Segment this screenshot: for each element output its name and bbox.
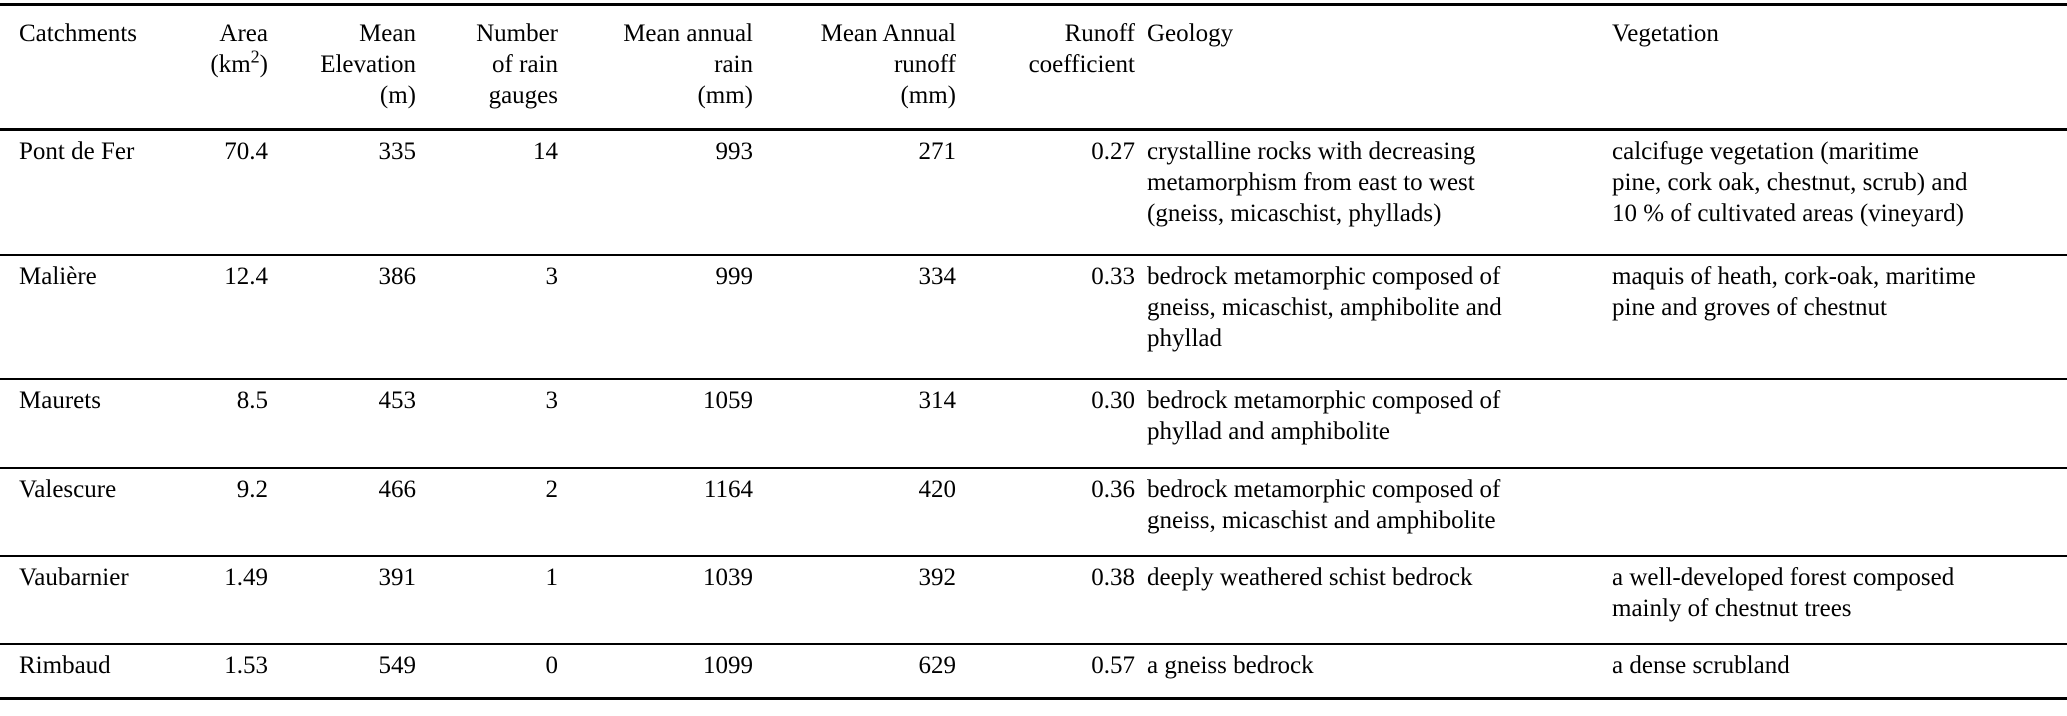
cell-area: 9.2 — [236, 475, 268, 503]
table-row: Vaubarnier 1.49 391 1 1039 392 0.38 deep… — [0, 556, 2067, 644]
cell-catchment: Maurets — [19, 386, 101, 414]
col-header-geology: Geology — [1147, 20, 1234, 47]
col-header-annual-runoff: Mean Annual runoff (mm) — [820, 20, 956, 109]
header-row: Catchments Area (km2) Mean Elevation (m)… — [0, 5, 2067, 130]
cell-annual-runoff: 420 — [918, 475, 957, 503]
cell-vegetation: a well-developed forest composed mainly … — [1612, 563, 1955, 622]
cell-catchment: Valescure — [19, 475, 117, 503]
cell-elevation: 466 — [378, 475, 417, 503]
cell-runoff-coefficient: 0.33 — [1091, 262, 1135, 290]
cell-elevation: 386 — [378, 262, 417, 290]
cell-rain-gauges: 0 — [545, 651, 559, 679]
cell-annual-rain: 1039 — [703, 563, 753, 591]
cell-rain-gauges: 14 — [533, 138, 558, 165]
cell-vegetation — [1608, 468, 2067, 556]
table-row: Pont de Fer 70.4 335 14 993 271 0.27 cry… — [0, 130, 2067, 255]
cell-annual-rain: 1164 — [703, 475, 753, 503]
cell-runoff-coefficient: 0.36 — [1091, 475, 1135, 503]
cell-annual-rain: 993 — [715, 138, 754, 165]
cell-runoff-coefficient: 0.27 — [1091, 138, 1135, 165]
cell-annual-runoff: 334 — [918, 262, 957, 290]
cell-vegetation: a dense scrubland — [1612, 651, 1790, 679]
cell-elevation: 335 — [378, 138, 417, 165]
table-row: Rimbaud 1.53 549 0 1099 629 0.57 a gneis… — [0, 644, 2067, 699]
cell-annual-rain: 1099 — [703, 651, 753, 679]
cell-elevation: 391 — [378, 563, 417, 591]
table-row: Maurets 8.5 453 3 1059 314 0.30 bedrock … — [0, 379, 2067, 468]
cell-area: 1.49 — [224, 563, 268, 591]
cell-catchment: Vaubarnier — [19, 563, 129, 591]
cell-annual-runoff: 271 — [918, 138, 957, 165]
table-row: Valescure 9.2 466 2 1164 420 0.36 bedroc… — [0, 468, 2067, 556]
cell-catchment: Malière — [19, 262, 97, 290]
cell-elevation: 453 — [378, 386, 417, 414]
catchments-table: Catchments Area (km2) Mean Elevation (m)… — [0, 3, 2067, 700]
cell-geology: deeply weathered schist bedrock — [1147, 563, 1473, 591]
cell-area: 70.4 — [224, 138, 268, 165]
cell-annual-runoff: 392 — [918, 563, 957, 591]
area-header-line2: (km2) — [210, 46, 268, 78]
cell-geology: bedrock metamorphic composed of gneiss, … — [1147, 475, 1501, 534]
cell-geology: a gneiss bedrock — [1147, 651, 1314, 679]
cell-rain-gauges: 3 — [545, 262, 559, 290]
table-row: Malière 12.4 386 3 999 334 0.33 bedrock … — [0, 255, 2067, 379]
cell-runoff-coefficient: 0.30 — [1091, 386, 1135, 414]
cell-rain-gauges: 1 — [545, 563, 559, 591]
cell-annual-runoff: 314 — [918, 386, 957, 414]
col-header-area: Area (km2) — [165, 5, 270, 130]
area-header-line1: Area — [219, 20, 268, 47]
cell-vegetation — [1608, 379, 2067, 468]
cell-runoff-coefficient: 0.38 — [1091, 563, 1135, 591]
cell-rain-gauges: 3 — [545, 386, 559, 414]
cell-area: 12.4 — [224, 262, 268, 290]
cell-runoff-coefficient: 0.57 — [1091, 651, 1135, 679]
col-header-rain-gauges: Number of rain gauges — [476, 20, 558, 109]
col-header-annual-rain: Mean annual rain (mm) — [623, 20, 753, 109]
cell-catchment: Rimbaud — [19, 651, 111, 679]
cell-geology: bedrock metamorphic composed of phyllad … — [1147, 386, 1501, 445]
cell-annual-runoff: 629 — [918, 651, 957, 679]
cell-geology: bedrock metamorphic composed of gneiss, … — [1147, 262, 1502, 352]
cell-elevation: 549 — [378, 651, 417, 679]
cell-catchment: Pont de Fer — [19, 138, 135, 165]
cell-area: 8.5 — [236, 386, 268, 414]
superscript-2: 2 — [250, 46, 260, 67]
cell-vegetation: maquis of heath, cork-oak, maritime pine… — [1612, 262, 1976, 321]
cell-area: 1.53 — [224, 651, 268, 679]
cell-annual-rain: 999 — [715, 262, 754, 290]
col-header-elevation: Mean Elevation (m) — [320, 20, 416, 109]
col-header-vegetation: Vegetation — [1612, 20, 1719, 47]
col-header-catchments: Catchments — [19, 20, 138, 47]
col-header-runoff-coefficient: Runoff coefficient — [1028, 20, 1135, 78]
cell-geology: crystalline rocks with decreasing metamo… — [1147, 138, 1476, 227]
cell-vegetation: calcifuge vegetation (maritime pine, cor… — [1612, 138, 1968, 227]
cell-annual-rain: 1059 — [703, 386, 753, 414]
cell-rain-gauges: 2 — [545, 475, 559, 503]
